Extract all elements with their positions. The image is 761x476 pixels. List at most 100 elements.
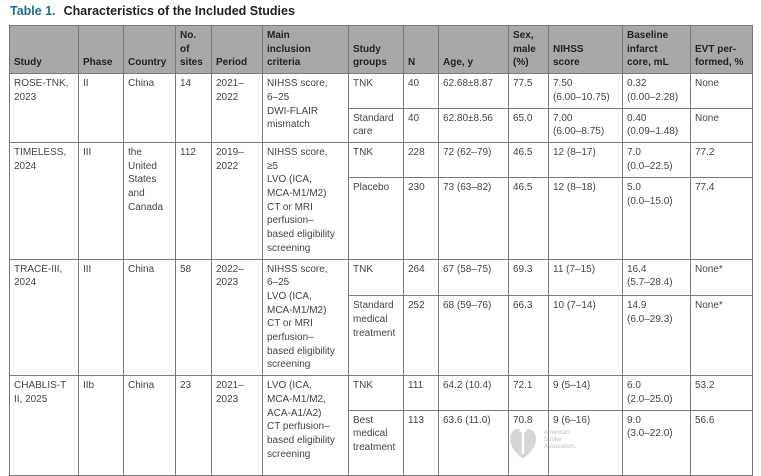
header-criteria: Main inclusion criteria (262, 24, 349, 75)
studies-table: Study Phase Country No. of sites Period … (9, 24, 753, 476)
header-age: Age, y (438, 24, 509, 75)
cell-nihss: 10 (7–14) (548, 295, 623, 377)
cell-core: 5.0 (0.0–15.0) (622, 176, 691, 260)
cell-evt: None (690, 73, 753, 109)
cell-core: 6.0 (2.0–25.0) (622, 375, 691, 411)
cell-nihss: 11 (7–15) (548, 258, 623, 297)
cell-country: China (123, 375, 176, 476)
header-sex: Sex, male (%) (508, 24, 549, 75)
cell-sites: 112 (175, 141, 212, 260)
cell-study: TRACE-III, 2024 (9, 258, 79, 377)
cell-sites: 23 (175, 375, 212, 476)
cell-core: 0.32 (0.00–2.28) (622, 73, 691, 109)
cell-group: TNK (348, 141, 404, 178)
svg-text:Association.: Association. (544, 444, 577, 450)
cell-core: 0.40 (0.09–1.48) (622, 107, 691, 143)
american-stroke-association-logo: American Stroke Association. (510, 428, 577, 458)
cell-evt: None* (690, 295, 753, 377)
cell-nihss: 9 (5–14) (548, 375, 623, 411)
header-n: N (403, 24, 439, 75)
header-sites: No. of sites (175, 24, 212, 75)
cell-age: 63.6 (11.0) (438, 409, 509, 476)
cell-n: 40 (403, 107, 439, 143)
cell-evt: 77.4 (690, 176, 753, 260)
cell-sex: 72.1 (508, 375, 549, 411)
cell-phase: II (78, 73, 124, 143)
cell-criteria: NIHSS score, 6–25 LVO (ICA, MCA-M1/M2) C… (262, 258, 349, 377)
table-row: CHABLIS-T II, 2025 IIb China 23 2021– 2023 LV… (9, 375, 753, 476)
cell-study: CHABLIS-T II, 2025 (9, 375, 79, 476)
cell-n: 113 (403, 409, 439, 476)
cell-group: TNK (348, 258, 404, 297)
cell-country: the United States and Canada (123, 141, 176, 260)
cell-criteria: NIHSS score, 6–25 DWI-FLAIR mismatch (262, 73, 349, 143)
heart-torch-icon (510, 428, 536, 458)
header-study: Study (9, 24, 79, 75)
header-nihss: NIHSS score (548, 24, 623, 75)
cell-age: 72 (62–79) (438, 141, 509, 178)
cell-sites: 14 (175, 73, 212, 143)
cell-nihss: 12 (8–17) (548, 141, 623, 178)
cell-evt: 56.6 (690, 409, 753, 476)
cell-sex: 69.3 (508, 258, 549, 297)
cell-phase: III (78, 258, 124, 377)
header-period: Period (211, 24, 263, 75)
cell-group: Best medical treatment (348, 409, 404, 476)
cell-group: Placebo (348, 176, 404, 260)
cell-group: TNK (348, 73, 404, 109)
cell-phase: IIb (78, 375, 124, 476)
cell-age: 62.68±8.87 (438, 73, 509, 109)
cell-sex: 77.5 (508, 73, 549, 109)
cell-n: 252 (403, 295, 439, 377)
cell-nihss: 7.00 (6.00–8.75) (548, 107, 623, 143)
cell-period: 2022– 2023 (211, 258, 263, 377)
svg-text:American: American (544, 430, 569, 436)
cell-group: TNK (348, 375, 404, 411)
cell-core: 7.0 (0.0–22.5) (622, 141, 691, 178)
header-evt: EVT per- formed, % (690, 24, 753, 75)
table-caption: Characteristics of the Included Studies (63, 4, 295, 18)
cell-n: 40 (403, 73, 439, 109)
table-row: TRACE-III, 2024 III China 58 2022– 2023 NIHSS… (9, 258, 753, 377)
cell-criteria: LVO (ICA, MCA-M1/M2, ACA-A1/A2) CT perfu… (262, 375, 349, 476)
cell-sex: 66.3 (508, 295, 549, 377)
table-number: Table 1. (10, 4, 56, 18)
header-groups: Study groups (348, 24, 404, 75)
table-title: Table 1. Characteristics of the Included … (10, 4, 295, 18)
cell-n: 230 (403, 176, 439, 260)
cell-age: 73 (63–82) (438, 176, 509, 260)
cell-group: Standard medical treatment (348, 295, 404, 377)
table-row: TIMELESS, 2024 III the United States and C… (9, 141, 753, 260)
cell-evt: 53.2 (690, 375, 753, 411)
header-phase: Phase (78, 24, 124, 75)
cell-core: 9.0 (3.0–22.0) (622, 409, 691, 476)
header-core: Baseline infarct core, mL (622, 24, 691, 75)
table-row: Standard care 40 62.80±8.56 65.0 7.00 (6.00–… (10, 107, 753, 143)
cell-study: TIMELESS, 2024 (9, 141, 79, 260)
cell-core: 14.9 (6.0–29.3) (622, 295, 691, 377)
cell-evt: None (690, 107, 753, 143)
cell-period: 2019– 2022 (211, 141, 263, 260)
cell-evt: None* (690, 258, 753, 297)
table-row: ROSE-TNK, 2023 II China 14 2021– 2022 NIHSS s… (9, 73, 753, 143)
cell-study: ROSE-TNK, 2023 (9, 73, 79, 143)
cell-n: 111 (403, 375, 439, 411)
cell-country: China (123, 73, 176, 143)
cell-n: 264 (403, 258, 439, 297)
header-row: Study Phase Country No. of sites Period … (9, 24, 753, 75)
cell-sex: 46.5 (508, 176, 549, 260)
cell-evt: 77.2 (690, 141, 753, 178)
cell-age: 68 (59–76) (438, 295, 509, 377)
cell-n: 228 (403, 141, 439, 178)
header-country: Country (123, 24, 176, 75)
table-row: Placebo 230 73 (63–82) 46.5 12 (8–18) 5.0 (0.… (10, 176, 753, 260)
cell-nihss: 7.50 (6.00–10.75) (548, 73, 623, 109)
cell-core: 16.4 (5.7–28.4) (622, 258, 691, 297)
cell-period: 2021– 2022 (211, 73, 263, 143)
cell-criteria: NIHSS score, ≥5 LVO (ICA, MCA-M1/M2) CT … (262, 141, 349, 260)
cell-sex: 65.0 (508, 107, 549, 143)
table-row: Standard medical treatment 252 68 (59–76) 6… (10, 295, 753, 377)
cell-age: 62.80±8.56 (438, 107, 509, 143)
cell-country: China (123, 258, 176, 377)
cell-group: Standard care (348, 107, 404, 143)
